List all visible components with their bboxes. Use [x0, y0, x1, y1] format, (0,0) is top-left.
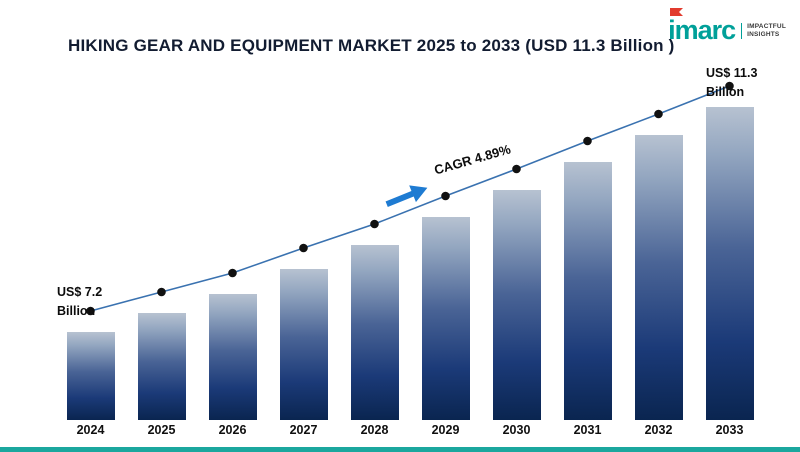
logo-tagline-line1: IMPACTFUL [747, 22, 786, 30]
x-axis-label-2024: 2024 [76, 423, 105, 437]
x-axis-label-2031: 2031 [573, 423, 602, 437]
annotation-end-line1: US$ 11.3 [706, 66, 758, 80]
bar-2029 [422, 217, 470, 420]
logo-tagline-line2: INSIGHTS [747, 31, 780, 38]
bar-2025 [138, 313, 186, 420]
x-axis-label-2028: 2028 [360, 423, 389, 437]
logo-wordmark: imarc [668, 15, 736, 45]
bottom-accent-bar [0, 447, 800, 452]
bar-2024 [67, 332, 115, 420]
bar-2033 [706, 107, 754, 420]
x-axis: 2024 2025 2026 2027 2028 2029 2030 2031 2032 2033 [55, 423, 765, 443]
annotation-start-line2: Billion [57, 303, 96, 318]
x-axis-label-2033: 2033 [715, 423, 744, 437]
bar-2031 [564, 162, 612, 420]
bar-2030 [493, 190, 541, 420]
x-axis-label-2030: 2030 [502, 423, 531, 437]
logo-wordmark-wrap: imarc [668, 8, 736, 45]
bars-layer [55, 80, 765, 420]
bar-2027 [280, 269, 328, 420]
x-axis-label-2025: 2025 [147, 423, 176, 437]
annotation-end-line2: Billion [706, 84, 745, 99]
bar-chart-plot-area: US$ 7.2 Billion US$ 11.3 Billion CAGR 4.… [55, 66, 765, 420]
bar-2026 [209, 294, 257, 420]
annotation-start-line1: US$ 7.2 [57, 285, 103, 299]
annotation-end-value: US$ 11.3 Billion [706, 64, 757, 102]
x-axis-label-2029: 2029 [431, 423, 460, 437]
bar-2032 [635, 135, 683, 420]
x-axis-label-2026: 2026 [218, 423, 247, 437]
imarc-logo: imarc IMPACTFUL INSIGHTS [668, 8, 786, 44]
chart-title: HIKING GEAR AND EQUIPMENT MARKET 2025 to… [68, 36, 675, 55]
logo-flag-icon [670, 8, 684, 16]
logo-tagline: IMPACTFUL INSIGHTS [741, 22, 786, 40]
x-axis-label-2027: 2027 [289, 423, 318, 437]
bar-2028 [351, 245, 399, 420]
annotation-start-value: US$ 7.2 Billion [57, 283, 102, 321]
x-axis-label-2032: 2032 [644, 423, 673, 437]
